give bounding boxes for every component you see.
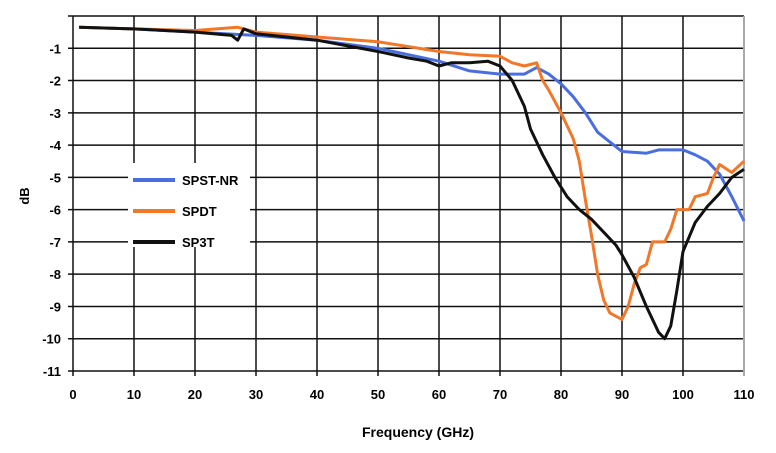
y-tick-label: -10 [42,332,61,347]
y-tick-label: -9 [49,299,61,314]
y-tick-label: -2 [49,74,61,89]
y-tick-label: -11 [43,364,61,379]
legend-label: SPDT [182,204,217,219]
y-axis-label: dB [17,187,32,204]
y-tick-label: -1 [49,41,61,56]
x-tick-label: 70 [493,387,507,402]
legend: SPST-NR SPDT SP3T [128,163,250,250]
series-lines [79,25,746,341]
x-tick-label: 100 [672,387,694,402]
x-tick-label: 20 [188,387,202,402]
legend-background [128,163,250,247]
series-line-spst-nr [79,25,746,222]
x-tick-label: 80 [554,387,568,402]
tick-labels: 0 10 20 30 40 50 60 70 80 90 100 110 -1 -2 -3 -4 -5 -6 -7 -… [42,41,754,402]
x-tick-label: 0 [69,387,76,402]
legend-label: SP3T [182,235,215,250]
x-tick-label: 110 [734,387,755,402]
y-tick-label: -3 [49,106,61,121]
x-tick-label: 50 [371,387,385,402]
y-tick-label: -8 [49,267,61,282]
y-tick-label: -7 [49,235,61,250]
x-tick-label: 90 [615,387,629,402]
y-tick-label: -4 [49,138,61,153]
x-axis-label: Frequency (GHz) [362,424,474,440]
y-tick-label: -6 [49,203,61,218]
series-line-sp3t [79,25,745,341]
x-tick-label: 30 [249,387,263,402]
legend-label: SPST-NR [182,173,239,188]
x-tick-label: 10 [127,387,141,402]
x-tick-label: 40 [310,387,324,402]
y-tick-label: -5 [49,170,61,185]
x-tick-label: 60 [432,387,446,402]
